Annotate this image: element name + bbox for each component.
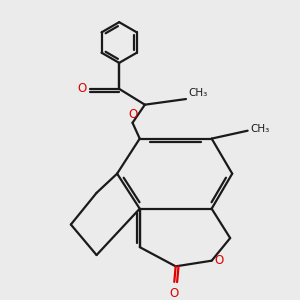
Text: O: O	[170, 287, 179, 300]
Text: CH₃: CH₃	[188, 88, 208, 98]
Text: O: O	[128, 108, 137, 122]
Text: O: O	[78, 82, 87, 95]
Text: O: O	[214, 254, 223, 267]
Text: CH₃: CH₃	[250, 124, 270, 134]
